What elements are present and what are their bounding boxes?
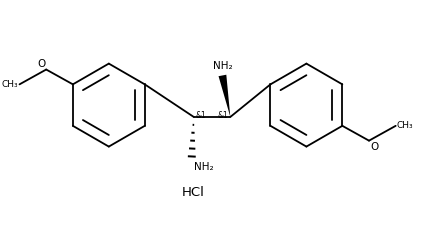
Text: &1: &1 [218,111,228,120]
Text: NH₂: NH₂ [194,162,213,172]
Text: CH₃: CH₃ [2,80,19,89]
Polygon shape [218,75,230,117]
Text: O: O [37,58,45,69]
Text: O: O [370,142,378,152]
Text: &1: &1 [196,111,207,120]
Text: HCl: HCl [181,186,204,198]
Text: NH₂: NH₂ [213,61,232,70]
Text: CH₃: CH₃ [397,121,413,130]
